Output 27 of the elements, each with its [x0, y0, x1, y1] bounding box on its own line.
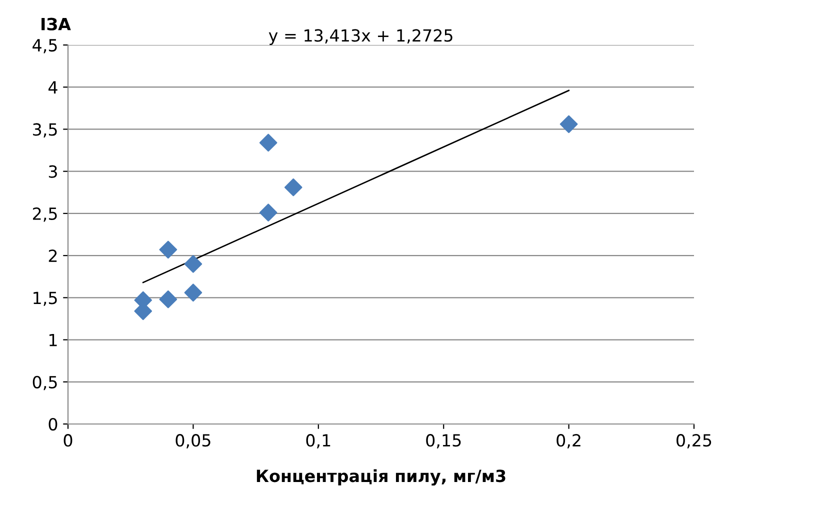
- x-tick-label: 0,05: [176, 434, 210, 448]
- x-axis-title: Концентрація пилу, мг/м3: [256, 469, 506, 486]
- point: [184, 255, 202, 273]
- y-tick-label: 4,5: [32, 39, 57, 54]
- y-tick-label: 0: [48, 418, 58, 431]
- y-tick-label: 0,5: [32, 376, 57, 390]
- y-tick-label: 2: [48, 250, 57, 262]
- y-tick-label: 4: [48, 81, 58, 94]
- point: [284, 178, 302, 196]
- y-tick-label: 1,5: [34, 292, 57, 306]
- x-tick-label: 0,1: [306, 434, 330, 448]
- point: [159, 290, 178, 308]
- y-tick-label: 3: [48, 165, 57, 178]
- x-tick-label: 0,15: [426, 434, 461, 448]
- y-tick-label: 2,5: [32, 207, 57, 222]
- point: [259, 134, 278, 152]
- point: [159, 240, 178, 259]
- point: [184, 284, 202, 302]
- x-tick-label: 0: [64, 434, 72, 447]
- x-tick-label: 0,25: [676, 434, 712, 448]
- y-tick-label: 1: [50, 334, 57, 346]
- y-tick-label: 3,5: [33, 123, 57, 138]
- y-axis-title: IЗА: [42, 18, 71, 30]
- x-tick-label: 0,2: [556, 434, 580, 448]
- point: [560, 115, 578, 134]
- point: [259, 204, 278, 222]
- annotation: y = 13,413x + 1,2725: [268, 29, 452, 45]
